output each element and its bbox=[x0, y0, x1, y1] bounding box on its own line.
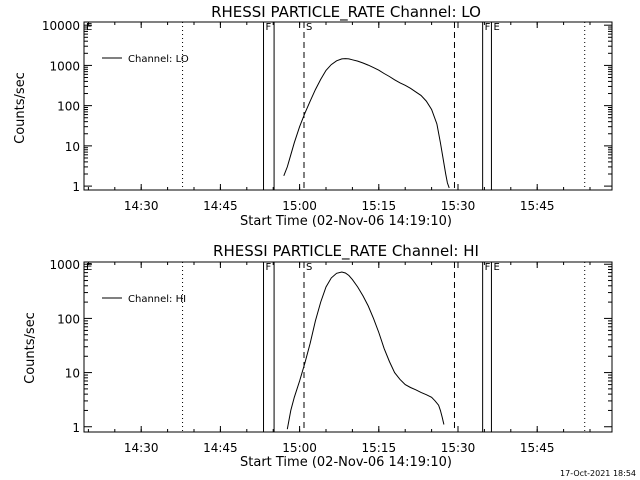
x-axis-label: Start Time (02-Nov-06 14:19:10) bbox=[240, 214, 452, 229]
series-line bbox=[286, 271, 445, 430]
chart-title: RHESSI PARTICLE_RATE Channel: LO bbox=[211, 3, 481, 22]
series-line bbox=[283, 58, 450, 189]
event-marker-label: E bbox=[493, 22, 499, 33]
x-axis-label: Start Time (02-Nov-06 14:19:10) bbox=[240, 455, 452, 470]
y-tick-label: 1 bbox=[72, 421, 80, 435]
event-marker-label: E bbox=[86, 262, 92, 273]
timestamp: 17-Oct-2021 18:54 bbox=[560, 469, 636, 478]
y-tick-label: 1 bbox=[72, 180, 80, 194]
x-tick-label: 14:45 bbox=[203, 441, 238, 455]
event-marker-label: E bbox=[493, 262, 499, 273]
x-tick-label: 14:30 bbox=[124, 441, 159, 455]
event-marker-label: F bbox=[266, 22, 272, 33]
x-tick-label: 15:15 bbox=[362, 441, 397, 455]
legend-label: Channel: HI bbox=[128, 294, 186, 305]
axis-ticks: 14:30 14:45 15:00 15:15 15:30 15:45 1 10 100 1000 bbox=[49, 258, 612, 455]
event-markers: F S F EE bbox=[83, 262, 586, 432]
x-tick-label: 15:00 bbox=[282, 441, 317, 455]
x-tick-label: 15:30 bbox=[441, 199, 476, 213]
y-tick-label: 100 bbox=[57, 312, 80, 326]
y-axis-label: Counts/sec bbox=[13, 72, 28, 144]
x-tick-label: 15:00 bbox=[282, 199, 317, 213]
axis-ticks: 14:30 14:45 15:00 15:15 15:30 15:45 1 10 100 1000… bbox=[42, 19, 612, 213]
event-marker-label: E bbox=[86, 22, 92, 33]
chart-panel-hi: RHESSI PARTICLE_RATE Channel: HI Start T… bbox=[23, 242, 613, 470]
y-tick-label: 1000 bbox=[49, 59, 80, 73]
event-marker-label: F bbox=[266, 262, 272, 273]
y-tick-label: 10 bbox=[65, 367, 80, 381]
legend: Channel: HI bbox=[102, 294, 186, 305]
x-tick-label: 15:15 bbox=[362, 199, 397, 213]
y-tick-label: 100 bbox=[57, 100, 80, 114]
event-markers: F S F EE bbox=[83, 22, 586, 190]
legend-label: Channel: LO bbox=[128, 54, 189, 65]
chart-panel-lo: RHESSI PARTICLE_RATE Channel: LO Start T… bbox=[13, 3, 613, 229]
x-tick-label: 15:30 bbox=[441, 441, 476, 455]
x-tick-label: 15:45 bbox=[520, 441, 555, 455]
event-marker-label: F bbox=[485, 22, 491, 33]
event-marker-label: F bbox=[485, 262, 491, 273]
series-group bbox=[283, 58, 450, 189]
y-tick-label: 1000 bbox=[49, 258, 80, 272]
y-axis-label: Counts/sec bbox=[23, 312, 38, 384]
y-tick-label: 10 bbox=[65, 140, 80, 154]
x-tick-label: 14:45 bbox=[203, 199, 238, 213]
event-marker-label: S bbox=[306, 22, 312, 33]
legend: Channel: LO bbox=[102, 54, 189, 65]
series-group bbox=[286, 271, 445, 430]
x-tick-label: 15:45 bbox=[520, 199, 555, 213]
x-tick-label: 14:30 bbox=[124, 199, 159, 213]
event-marker-label: S bbox=[306, 262, 312, 273]
y-tick-label: 10000 bbox=[42, 19, 80, 33]
chart-title: RHESSI PARTICLE_RATE Channel: HI bbox=[213, 242, 479, 261]
